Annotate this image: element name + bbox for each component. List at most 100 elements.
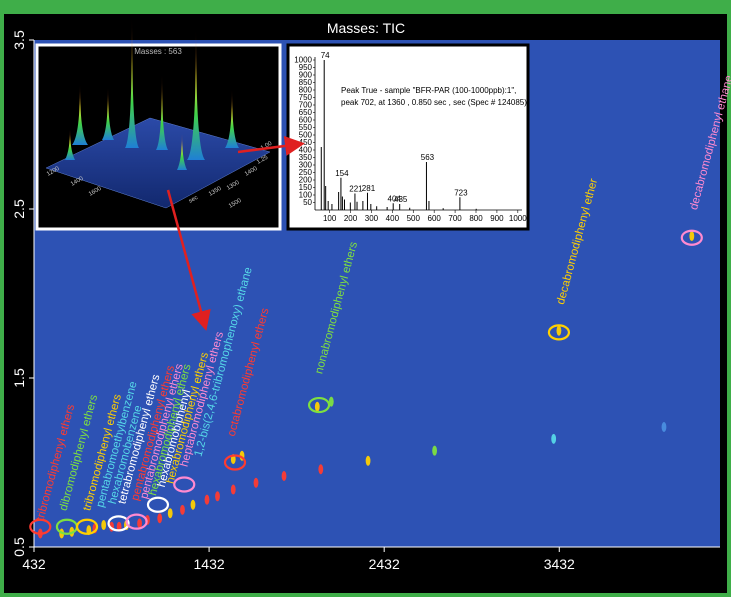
inset-ms-y-tick-label: 50 (303, 198, 312, 207)
inset-ms-y-tick-label: 550 (299, 123, 313, 132)
inset-ms-x-tick-label: 300 (365, 214, 379, 223)
inset-3d-peak (225, 90, 239, 148)
peak-blob (180, 504, 185, 515)
inset-3d-peak (65, 130, 75, 160)
inset-ms-y-tick-label: 150 (299, 183, 313, 192)
peak-blob (253, 477, 259, 488)
inset-ms-bars (320, 60, 477, 210)
x-tick-label: 432 (22, 556, 46, 572)
inset-ms-x-tick-label: 800 (469, 214, 483, 223)
y-tick-label: 0.5 (11, 537, 27, 557)
inset-3d-axis-label: 1.00 (260, 140, 274, 151)
compound-group-ellipse (173, 476, 196, 493)
peak-blob (190, 499, 196, 510)
compound-group-ellipse (29, 518, 52, 535)
inset-ms-x-ticks: 100 200 300 400 500 600 700 800 900 1000 (323, 210, 527, 223)
arrow-to-spectrum (237, 136, 305, 156)
inset-ms-x-tick-label: 1000 (509, 214, 527, 223)
y-tick-label: 2.5 (11, 199, 27, 219)
arrow-to-chromatogram (166, 189, 211, 331)
compound-group-ellipse (75, 518, 99, 535)
inset-ms-y-tick-label: 650 (299, 108, 313, 117)
chromatogram-blobs (37, 231, 695, 539)
peak-blob (365, 455, 371, 466)
inset-3d-title: Masses : 563 (134, 47, 182, 56)
peak-blob (157, 513, 163, 524)
inset-ms-x-tick-label: 100 (323, 214, 337, 223)
inset-ms-y-tick-label: 750 (299, 93, 313, 102)
inset-ms-y-tick-label: 800 (299, 86, 313, 95)
peak-blob (204, 494, 210, 505)
compound-group-ellipse (307, 396, 331, 414)
inset-ms-y-tick-label: 600 (299, 116, 313, 125)
inset-ms-y-tick-label: 200 (299, 176, 313, 185)
inset-3d-axis-label: sec (188, 195, 199, 205)
peak-blob (661, 422, 667, 433)
compound-group-ellipse (107, 515, 130, 532)
peak-blob (167, 508, 173, 519)
inset-ms-peak-label: 563 (421, 153, 435, 162)
inset-3d-floor (45, 117, 271, 209)
inset-3d-peak (187, 30, 205, 160)
peak-blob (281, 471, 287, 482)
inset-ms-peak-label: 74 (321, 51, 330, 60)
inset-ms-y-tick-label: 700 (299, 101, 313, 110)
inset-ms-caption-1: Peak True - sample "BFR-PAR (100-1000ppb… (341, 86, 516, 95)
x-tick-label: 1432 (194, 556, 225, 572)
peak-blob (230, 484, 236, 495)
inset-3d-peak (177, 134, 187, 170)
x-tick-label: 3432 (544, 556, 575, 572)
inset-ms-x-tick-label: 200 (344, 214, 358, 223)
inset-ms-peak-label: 154 (335, 169, 349, 178)
inset-ms-y-tick-label: 450 (299, 138, 313, 147)
inset-ms-x-tick-label: 900 (490, 214, 504, 223)
compound-group-ellipses (29, 229, 703, 535)
inset-3d-peak (156, 75, 168, 150)
inset-3d-axis-label: 1.25 (256, 154, 270, 165)
y-tick-label: 3.5 (11, 30, 27, 50)
inset-ms-y-tick-label: 900 (299, 71, 313, 80)
peak-blob (314, 401, 320, 412)
chart-title: Masses: TIC (327, 20, 405, 36)
peak-blob (689, 231, 695, 242)
inset-ms-y-tick-label: 950 (299, 63, 313, 72)
peak-blob (137, 518, 142, 529)
inset-ms-caption-2: peak 702, at 1360 , 0.850 sec , sec (Spe… (341, 98, 527, 107)
peak-blob (432, 445, 438, 456)
inset-ms-x-tick-label: 600 (428, 214, 442, 223)
peak-blob (328, 396, 334, 407)
inset-ms-box (286, 43, 530, 231)
inset-ms-y-tick-label: 250 (299, 168, 313, 177)
inset-ms-x-tick-label: 700 (448, 214, 462, 223)
x-axis-ticks: 432 1432 2432 3432 (22, 547, 575, 572)
peak-blob (101, 520, 107, 531)
peak-blob (551, 433, 557, 444)
inset-ms-x-tick-label: 400 (386, 214, 400, 223)
y-axis-ticks: 0.5 1.5 2.5 3.5 (11, 30, 34, 557)
inset-ms-y-tick-label: 500 (299, 131, 313, 140)
inset-ms-peak-label: 281 (362, 184, 376, 193)
y-tick-label: 1.5 (11, 368, 27, 388)
inset-ms-peak-label: 221 (349, 185, 363, 194)
inset-ms-y-tick-label: 350 (299, 153, 313, 162)
inset-ms-y-tick-label: 100 (299, 191, 313, 200)
inset-3d-peak (72, 85, 88, 145)
inset-ms-peak-label: 723 (454, 188, 468, 197)
inset-ms-y-tick-label: 850 (299, 78, 313, 87)
peak-blob (215, 491, 220, 502)
inset-ms-x-tick-label: 500 (407, 214, 421, 223)
compound-group-ellipse (223, 454, 247, 471)
compound-group-ellipse (680, 229, 703, 246)
inset-ms-y-tick-label: 400 (299, 146, 313, 155)
inset-ms-peak-label: 404 (388, 194, 402, 203)
x-tick-label: 2432 (369, 556, 400, 572)
compound-group-ellipse (547, 324, 571, 341)
inset-3d-peak (125, 18, 139, 148)
compound-group-ellipse (146, 496, 170, 513)
inset-ms-y-tick-label: 300 (299, 161, 313, 170)
inset-3d-peak (102, 88, 114, 140)
inset-3d-peaks (65, 18, 239, 170)
